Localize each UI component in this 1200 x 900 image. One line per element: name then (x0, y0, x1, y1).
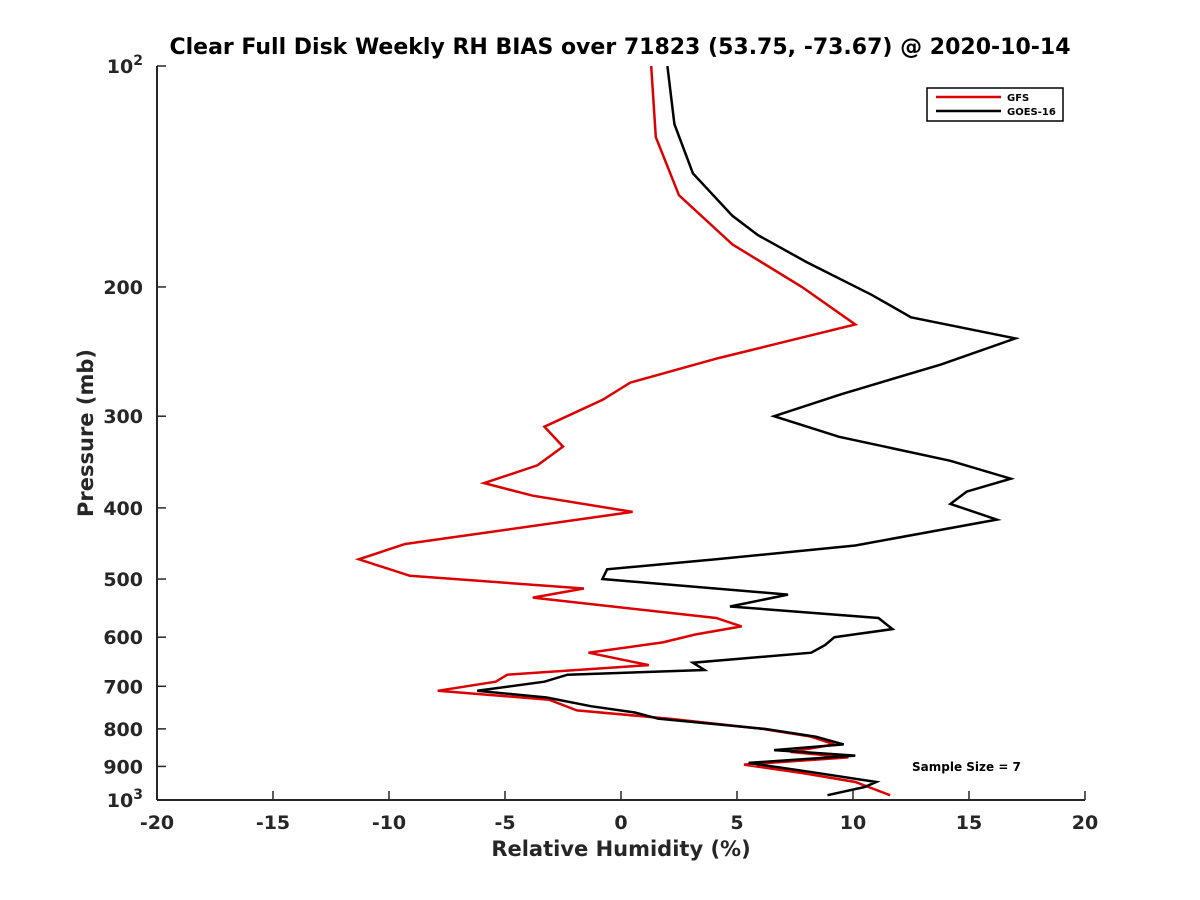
y-tick-label: 800 (103, 719, 143, 741)
x-tick-label: 0 (614, 812, 627, 834)
plot-area (354, 66, 1021, 797)
y-tick-label: 700 (103, 676, 143, 698)
x-tick-label: 15 (956, 812, 982, 834)
y-tick-label-power: 103 (107, 787, 143, 812)
x-axis-label: Relative Humidity (%) (491, 837, 750, 861)
x-tick-label: -10 (372, 812, 406, 834)
legend-box (926, 87, 1064, 122)
legend-label-goes16: GOES-16 (1007, 107, 1056, 118)
sample-size-annotation: Sample Size = 7 (912, 760, 1021, 774)
series-line-gfs (354, 66, 891, 797)
axes (156, 66, 1085, 801)
y-tick-label: 500 (103, 569, 143, 591)
y-tick-label: 400 (103, 498, 143, 520)
y-tick-label: 900 (103, 756, 143, 778)
x-tick-label: 5 (730, 812, 743, 834)
x-ticks: -20 -15 -10 -5 0 5 10 15 20 (140, 791, 1098, 834)
y-tick-label: 600 (103, 627, 143, 649)
y-tick-label: 200 (103, 277, 143, 299)
y-ticks: 200 300 400 500 600 700 800 900 102 103 (103, 53, 166, 812)
y-axis-label: Pressure (mb) (74, 349, 98, 517)
x-tick-label: -5 (494, 812, 515, 834)
x-tick-label: 10 (840, 812, 866, 834)
legend: GFS GOES-16 (926, 87, 1064, 122)
series-line-goes16 (477, 66, 1021, 797)
legend-label-gfs: GFS (1007, 93, 1029, 104)
y-tick-label-power: 102 (107, 53, 143, 78)
x-tick-label: -15 (256, 812, 290, 834)
x-tick-label: 20 (1072, 812, 1098, 834)
chart-title: Clear Full Disk Weekly RH BIAS over 7182… (169, 35, 1070, 60)
y-tick-label: 300 (103, 406, 143, 428)
x-tick-label: -20 (140, 812, 174, 834)
